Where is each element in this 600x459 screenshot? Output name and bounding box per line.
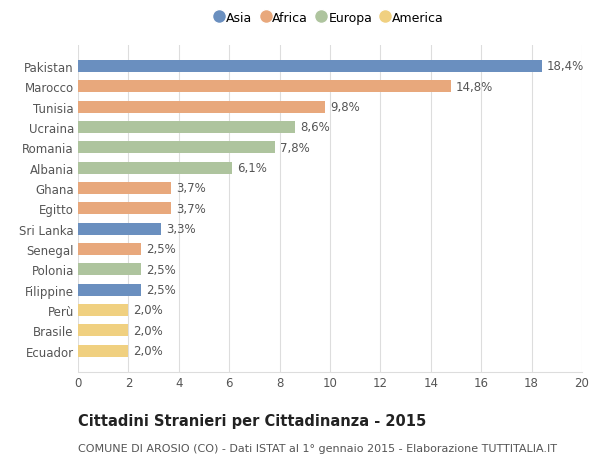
Bar <box>78 223 161 235</box>
Bar <box>78 325 128 337</box>
Text: 2,0%: 2,0% <box>133 304 163 317</box>
Bar <box>78 263 141 276</box>
Bar <box>78 81 451 93</box>
Bar <box>78 122 295 134</box>
Bar <box>78 101 325 113</box>
Text: 3,7%: 3,7% <box>176 182 206 195</box>
Text: 2,0%: 2,0% <box>133 344 163 358</box>
Bar <box>78 142 275 154</box>
Text: 9,8%: 9,8% <box>330 101 360 114</box>
Text: 2,5%: 2,5% <box>146 263 176 276</box>
Bar <box>78 203 171 215</box>
Bar <box>78 183 171 195</box>
Text: 2,5%: 2,5% <box>146 284 176 297</box>
Text: 8,6%: 8,6% <box>300 121 329 134</box>
Bar <box>78 284 141 296</box>
Text: 3,3%: 3,3% <box>166 223 196 235</box>
Text: 6,1%: 6,1% <box>237 162 266 175</box>
Text: COMUNE DI AROSIO (CO) - Dati ISTAT al 1° gennaio 2015 - Elaborazione TUTTITALIA.: COMUNE DI AROSIO (CO) - Dati ISTAT al 1°… <box>78 443 557 453</box>
Text: 3,7%: 3,7% <box>176 202 206 215</box>
Bar <box>78 61 542 73</box>
Text: 2,0%: 2,0% <box>133 324 163 337</box>
Text: Cittadini Stranieri per Cittadinanza - 2015: Cittadini Stranieri per Cittadinanza - 2… <box>78 413 426 428</box>
Text: 18,4%: 18,4% <box>547 60 584 73</box>
Legend: Asia, Africa, Europa, America: Asia, Africa, Europa, America <box>214 10 446 28</box>
Text: 7,8%: 7,8% <box>280 141 310 155</box>
Text: 2,5%: 2,5% <box>146 243 176 256</box>
Bar <box>78 243 141 256</box>
Bar <box>78 304 128 316</box>
Text: 14,8%: 14,8% <box>456 81 493 94</box>
Bar <box>78 345 128 357</box>
Bar <box>78 162 232 174</box>
